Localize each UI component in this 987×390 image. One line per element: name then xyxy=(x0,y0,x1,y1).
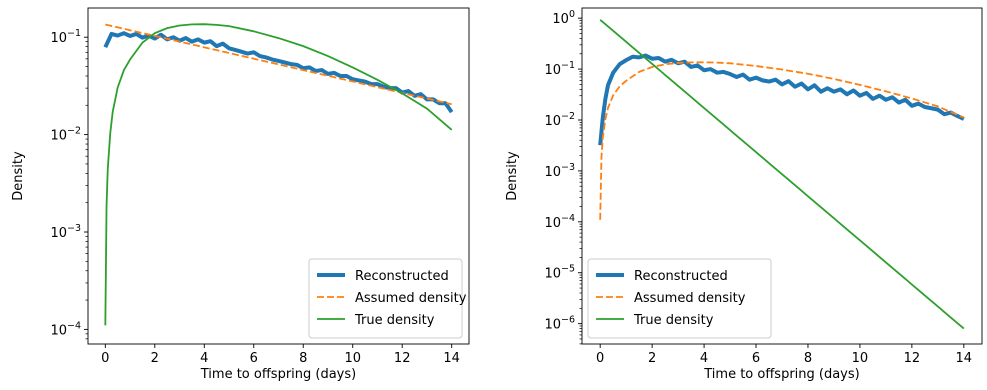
legend-label: True density xyxy=(633,313,714,328)
series-line-assumed-density xyxy=(105,23,452,106)
y-axis-label: Density xyxy=(505,151,520,201)
legend-label: Assumed density xyxy=(634,291,746,306)
y-axis-label: Density xyxy=(11,151,26,201)
y-tick-label: 10−2 xyxy=(544,111,575,129)
axes-frame xyxy=(87,7,470,345)
x-axis-label: Time to offspring (days) xyxy=(200,367,356,382)
legend-box xyxy=(308,258,463,339)
x-tick-label: 10 xyxy=(344,351,361,366)
x-tick-label: 0 xyxy=(101,351,109,366)
axes-frame xyxy=(581,7,983,345)
series-line-reconstructed xyxy=(103,31,454,114)
x-tick-label: 14 xyxy=(443,351,460,366)
legend-label: Reconstructed xyxy=(634,269,728,284)
plot-area xyxy=(598,19,965,330)
x-tick-label: 14 xyxy=(956,351,973,366)
x-tick-label: 2 xyxy=(648,351,656,366)
x-tick-label: 4 xyxy=(700,351,708,366)
y-tick-label: 10−4 xyxy=(50,320,81,338)
legend: Reconstructed Assumed density True density xyxy=(587,258,772,339)
y-tick-label: 10−6 xyxy=(544,315,575,333)
x-tick-label: 12 xyxy=(394,351,411,366)
legend-label: Reconstructed xyxy=(355,269,449,284)
y-tick-label: 10−5 xyxy=(544,264,575,282)
chart-right: 0 2 4 6 8 10 12 14 10−6 10−5 10−4 10−3 10−2 10−1 100 Ti… xyxy=(505,7,983,382)
y-tick-label: 10−3 xyxy=(50,223,81,241)
x-tick-label: 8 xyxy=(299,351,307,366)
y-tick-label: 10−4 xyxy=(544,213,575,231)
plot-area xyxy=(103,23,454,326)
y-tick-label: 10−2 xyxy=(50,126,81,144)
x-tick-label: 0 xyxy=(596,351,604,366)
series-line-true-density xyxy=(104,23,453,326)
series-line-reconstructed xyxy=(598,53,965,146)
x-tick-label: 2 xyxy=(151,351,159,366)
chart-left: 0 2 4 6 8 10 12 14 10−4 10−3 10−2 10−1 Time to offsp… xyxy=(11,7,470,382)
y-tick-label: 100 xyxy=(552,9,575,27)
x-tick-label: 6 xyxy=(250,351,258,366)
x-tick-label: 10 xyxy=(852,351,869,366)
legend-box xyxy=(587,258,772,339)
x-tick-label: 12 xyxy=(904,351,921,366)
x-tick-label: 8 xyxy=(804,351,812,366)
legend-label: True density xyxy=(354,313,435,328)
series-line-assumed-density xyxy=(599,61,965,220)
legend: Reconstructed Assumed density True density xyxy=(308,258,467,339)
legend-label: Assumed density xyxy=(355,291,467,306)
y-tick-label: 10−3 xyxy=(544,162,575,180)
y-tick-label: 10−1 xyxy=(50,28,81,46)
series-line-true-density xyxy=(599,19,965,330)
x-axis-label: Time to offspring (days) xyxy=(703,367,859,382)
y-tick-label: 10−1 xyxy=(544,60,575,78)
x-tick-label: 4 xyxy=(200,351,208,366)
x-tick-label: 6 xyxy=(752,351,760,366)
